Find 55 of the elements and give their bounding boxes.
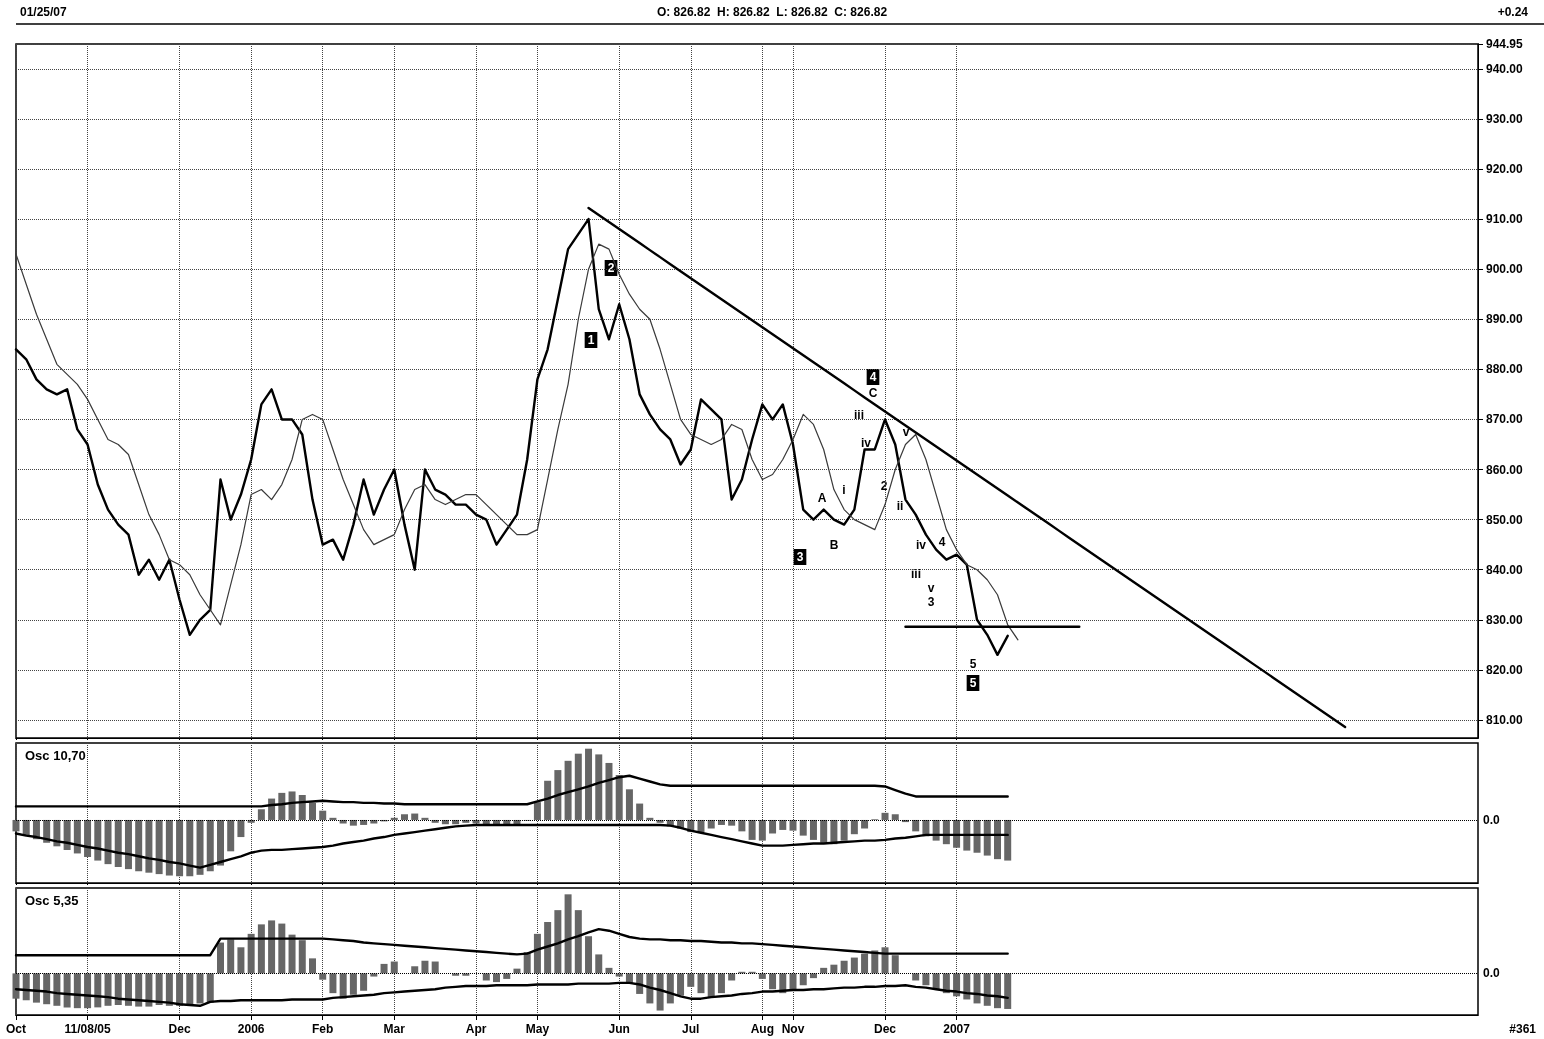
- text: #361: [1509, 1022, 1537, 1036]
- x-tick-label: Dec: [874, 1022, 897, 1036]
- x-tick-label: 11/08/05: [64, 1022, 111, 1036]
- text: +0.24: [1497, 5, 1529, 19]
- annotation: 5: [969, 657, 977, 671]
- annotation: v: [927, 581, 935, 595]
- y-tick-label: 900.00: [1486, 262, 1524, 277]
- y-tick-label: 930.00: [1486, 111, 1524, 126]
- x-tick-label: 2007: [943, 1022, 971, 1036]
- annotation: 1: [587, 333, 595, 347]
- y-tick-label: 920.00: [1486, 161, 1524, 176]
- annotation: 5: [969, 676, 977, 690]
- y-tick-label: 944.95: [1486, 37, 1524, 51]
- x-tick-label: Dec: [168, 1022, 191, 1036]
- y-tick-label: 880.00: [1486, 362, 1524, 377]
- chart-title: Osc 10,70: [25, 748, 86, 763]
- ref-line-label: 0.0: [1483, 966, 1501, 981]
- annotation: C: [868, 386, 878, 400]
- annotation: v: [902, 425, 910, 439]
- y-tick-label: 820.00: [1486, 662, 1524, 677]
- annotation: 3: [796, 550, 804, 564]
- text: 01/25/07: [20, 5, 68, 19]
- y-tick-label: 840.00: [1486, 562, 1524, 577]
- annotation: ii: [896, 499, 904, 513]
- ref-line-label: 0.0: [1483, 812, 1501, 827]
- y-tick-label: 850.00: [1486, 512, 1524, 527]
- y-tick-label: 940.00: [1486, 61, 1524, 76]
- y-tick-label: 830.00: [1486, 612, 1524, 627]
- annotation: 3: [927, 595, 935, 609]
- y-tick-label: 810.00: [1486, 712, 1524, 727]
- annotation: iv: [860, 436, 872, 450]
- x-tick-label: Nov: [781, 1022, 805, 1036]
- annotation: 2: [607, 261, 615, 275]
- annotation: iii: [853, 408, 865, 422]
- annotation: B: [829, 538, 839, 552]
- x-tick-label: Jul: [682, 1022, 700, 1036]
- annotation: 4: [869, 370, 877, 384]
- y-tick-label: 870.00: [1486, 412, 1524, 427]
- x-tick-label: Apr: [465, 1022, 487, 1036]
- annotation: A: [817, 491, 827, 505]
- x-tick-label: Mar: [383, 1022, 406, 1036]
- x-tick-label: Jun: [608, 1022, 630, 1036]
- text: O: 826.82 H: 826.82 L: 826.82 C: 826.82: [656, 5, 888, 19]
- x-tick-label: Feb: [312, 1022, 334, 1036]
- y-tick-label: 910.00: [1486, 212, 1524, 227]
- x-tick-label: Oct: [5, 1022, 27, 1036]
- y-tick-label: 860.00: [1486, 462, 1524, 477]
- y-tick-label: 890.00: [1486, 312, 1524, 327]
- x-tick-label: 2006: [237, 1022, 265, 1036]
- annotation: i: [842, 483, 846, 497]
- chart-title: Osc 5,35: [25, 893, 79, 908]
- x-tick-label: Aug: [750, 1022, 774, 1036]
- x-tick-label: May: [525, 1022, 550, 1036]
- annotation: iv: [915, 538, 927, 552]
- annotation: 4: [938, 535, 946, 549]
